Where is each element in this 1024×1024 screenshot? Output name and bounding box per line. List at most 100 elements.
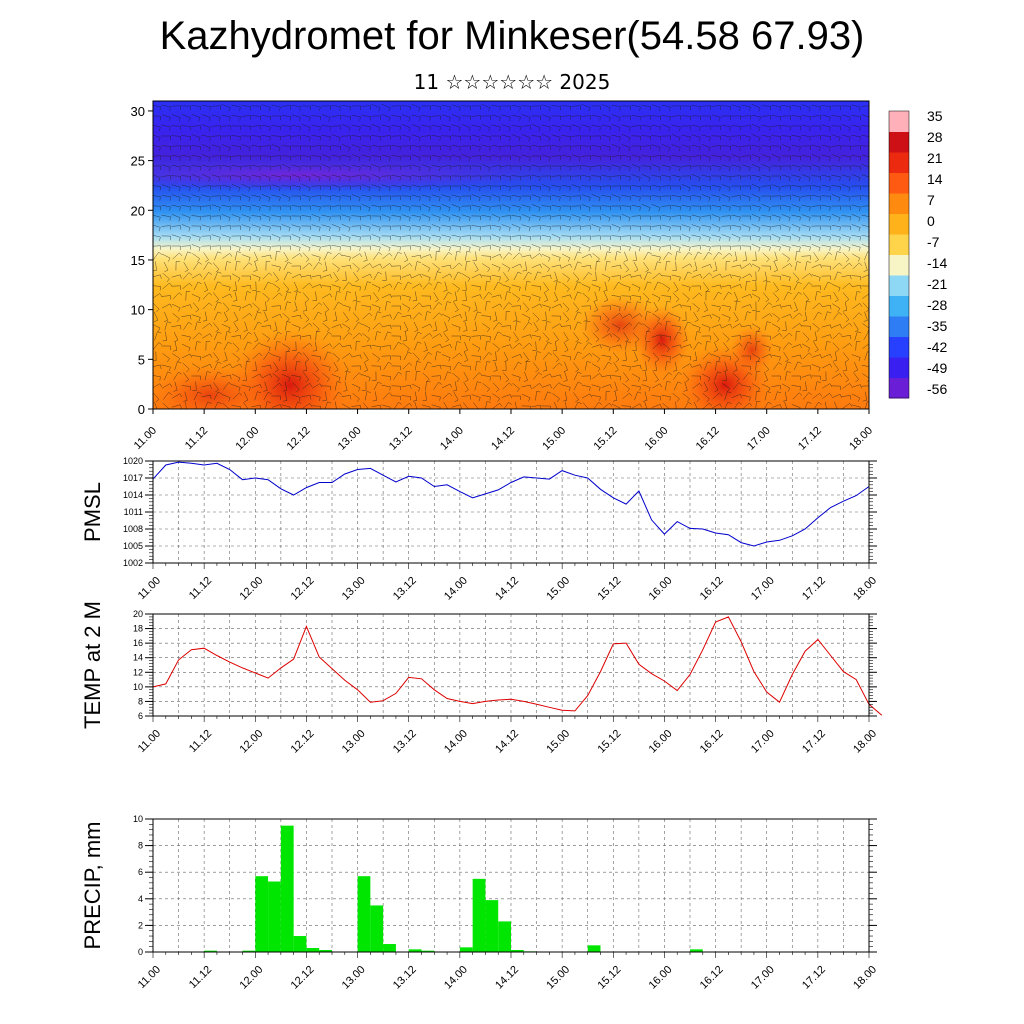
x-tick-label: 18.00	[851, 728, 879, 756]
x-tick-label: 17.00	[749, 728, 777, 756]
colorbar-frame	[888, 110, 910, 399]
x-tick-label: 17.12	[800, 728, 828, 756]
x-tick-label: 16.12	[698, 728, 726, 756]
x-tick-label: 13.00	[340, 575, 368, 603]
colorbar-label: 35	[927, 108, 943, 124]
y-tick-label: 2	[138, 920, 143, 930]
colorbar-swatch	[889, 316, 909, 337]
y-tick-label: 8	[138, 696, 143, 706]
colorbar-swatch	[889, 295, 909, 317]
y-tick-label: 1002	[123, 558, 143, 568]
x-tick-label: 16.12	[698, 575, 726, 603]
x-tick-label: 17.00	[745, 425, 773, 453]
x-tick-label: 15.00	[540, 425, 568, 453]
heatmap-blob	[730, 325, 774, 375]
x-tick-label: 11.00	[136, 964, 163, 991]
y-tick-label: 10	[133, 814, 143, 824]
colorbar-swatch	[889, 254, 909, 276]
x-tick-label: 14.12	[493, 575, 521, 603]
precip-bar	[293, 936, 307, 952]
x-tick-label: 11.12	[187, 575, 214, 602]
x-tick-label: 18.00	[851, 575, 879, 603]
pmsl-panel: 1002 1005 1008 1011 1014 1017 1020 11.00 11.12 12…	[80, 456, 879, 603]
x-tick-label: 12.00	[237, 964, 265, 992]
x-tick-label: 14.00	[438, 425, 466, 453]
x-tick-label: 13.12	[391, 575, 419, 603]
x-tick-label: 11.00	[136, 728, 163, 755]
precip-bar	[472, 878, 486, 952]
x-tick-label: 15.12	[595, 964, 623, 992]
x-tick-label: 17.00	[749, 964, 777, 992]
colorbar-label: -28	[927, 297, 947, 313]
x-tick-label: 13.00	[336, 425, 364, 453]
series-line	[152, 461, 870, 547]
precip-bar	[280, 825, 294, 952]
x-tick-label: 16.12	[698, 964, 726, 992]
precip-bar	[690, 949, 703, 952]
colorbar-label: -56	[927, 381, 947, 397]
x-tick-label: 12.00	[237, 728, 265, 756]
x-tick-label: 12.00	[237, 575, 265, 603]
colorbar-label: -21	[927, 276, 947, 292]
x-tick-label: 12.12	[285, 425, 313, 453]
x-tick-label: 11.12	[187, 964, 214, 991]
x-tick-label: 11.12	[183, 425, 210, 452]
wind-barbs	[153, 104, 869, 409]
grid	[152, 613, 870, 717]
x-tick-label: 15.00	[544, 575, 572, 603]
y-axis-label: PMSL	[80, 482, 105, 542]
colorbar-swatch	[889, 336, 909, 358]
colorbar-swatch	[889, 111, 909, 132]
x-tick-label: 14.12	[493, 964, 521, 992]
y-axis-label: TEMP at 2 M	[80, 601, 105, 729]
x-tick-label: 12.12	[289, 964, 317, 992]
y-axis-label: PRECIP, mm	[80, 822, 105, 950]
precip-bar	[459, 947, 473, 952]
y-tick-label: 10	[131, 303, 145, 318]
precip-bar	[421, 950, 435, 952]
colorbar-label: -35	[927, 318, 947, 334]
x-tick-label: 15.00	[544, 964, 572, 992]
heatmap-blob	[153, 159, 540, 191]
heatmap-panel: 0 5 10 15 20 25 30 11.00 11.12 12.00 12.12 13.00 13…	[131, 100, 875, 453]
x-tick-label: 15.12	[591, 425, 619, 453]
heatmap-x-axis: 11.00 11.12 12.00 12.12 13.00 13.12 14.00 14.12…	[132, 409, 875, 453]
y-tick-label: 12	[133, 667, 143, 677]
grid	[152, 460, 870, 564]
precip-bar	[242, 950, 256, 952]
precip-bar	[511, 950, 524, 952]
colorbar-swatch	[889, 193, 909, 214]
colorbar-label: 28	[927, 129, 943, 145]
x-tick-label: 14.12	[489, 425, 517, 453]
y-tick-label: 14	[133, 653, 143, 663]
colorbar-label: -49	[927, 360, 947, 376]
precip-bar	[319, 950, 332, 952]
x-tick-label: 17.12	[800, 964, 828, 992]
colorbar-swatch	[889, 152, 909, 173]
x-tick-label: 18.00	[851, 964, 879, 992]
x-tick-label: 13.12	[391, 964, 419, 992]
y-tick-label: 15	[131, 253, 145, 268]
x-tick-label: 14.00	[442, 964, 470, 992]
y-tick-label: 1011	[124, 507, 143, 517]
colorbar-swatch	[889, 213, 909, 235]
x-tick-label: 17.12	[800, 575, 828, 603]
y-tick-label: 20	[131, 203, 145, 218]
chart-title: Kazhydromet for Minkeser(54.58 67.93)	[159, 14, 865, 58]
heatmap-blob	[153, 365, 270, 409]
precip-bar	[204, 950, 217, 952]
colorbar-label: 7	[927, 192, 935, 208]
colorbar-swatch	[889, 357, 909, 378]
colorbar-label: -42	[927, 339, 947, 355]
y-tick-label: 5	[138, 352, 145, 367]
precip-bar	[587, 945, 601, 952]
series-line	[152, 616, 883, 716]
x-tick-label: 13.00	[340, 728, 368, 756]
y-tick-label: 1020	[123, 456, 143, 466]
colorbar-label: -14	[927, 255, 947, 271]
precip-panel: 0 2 4 6 8 10 11.00 11.12 12.00 12.12 13.00 13.12 14.…	[80, 814, 879, 992]
x-tick-label: 11.00	[132, 425, 159, 452]
y-tick-label: 1005	[123, 541, 143, 551]
y-tick-label: 1008	[123, 524, 143, 534]
